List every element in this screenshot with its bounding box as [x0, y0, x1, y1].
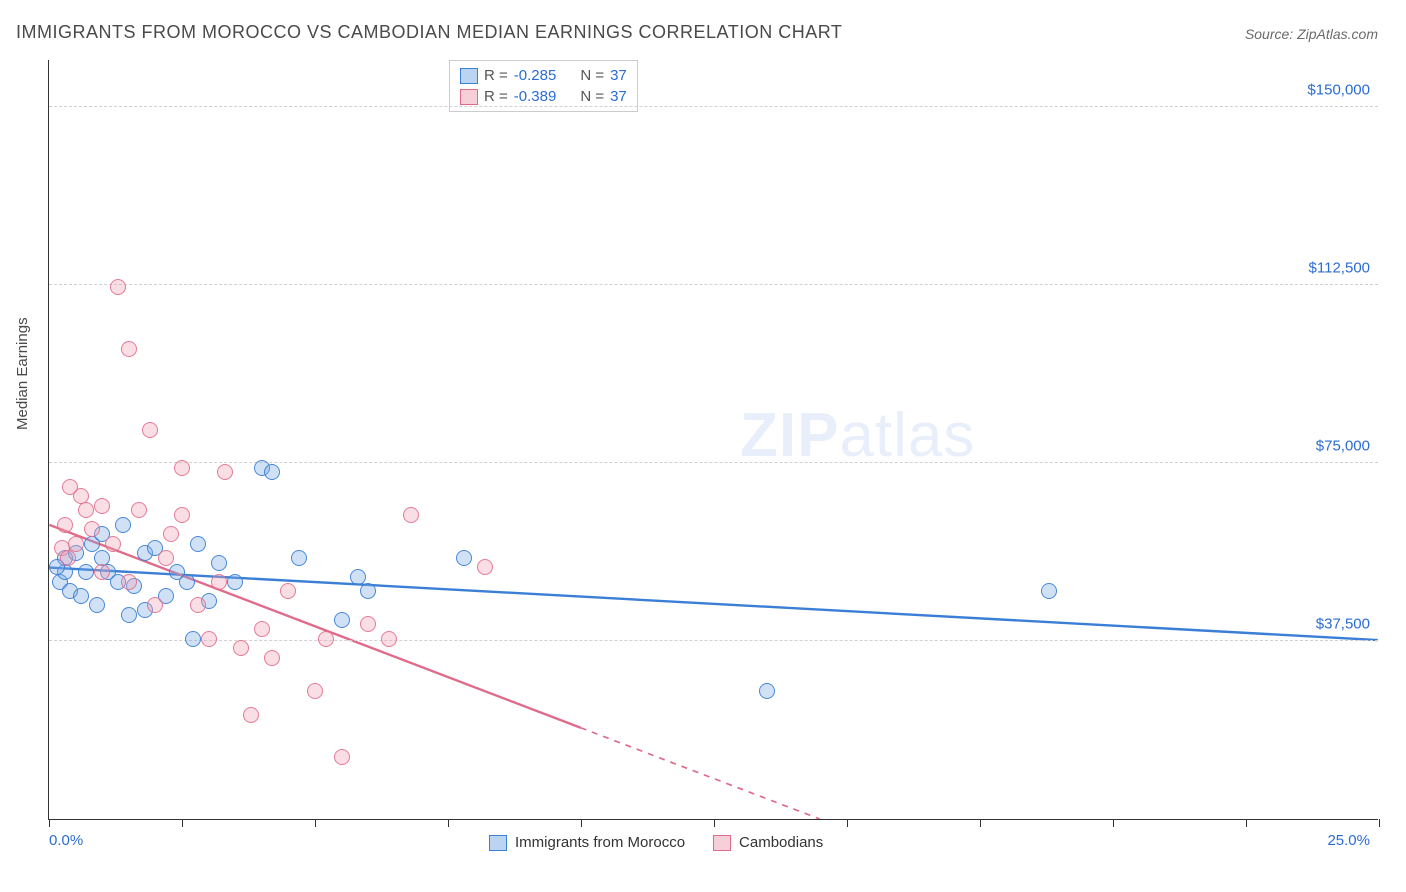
r-label: R = [484, 88, 508, 105]
legend-row-morocco: R = -0.285 N = 37 [460, 65, 627, 86]
data-point-cambodians [201, 631, 217, 647]
x-tick [315, 819, 316, 827]
data-point-cambodians [233, 640, 249, 656]
data-point-cambodians [190, 597, 206, 613]
y-tick-label: $112,500 [1309, 259, 1370, 276]
data-point-cambodians [280, 583, 296, 599]
trendlines [49, 60, 1378, 819]
swatch-blue-icon [460, 68, 478, 84]
data-point-cambodians [131, 502, 147, 518]
n-label: N = [580, 88, 604, 105]
data-point-cambodians [360, 616, 376, 632]
data-point-cambodians [105, 536, 121, 552]
data-point-cambodians [163, 526, 179, 542]
n-value-morocco: 37 [610, 67, 627, 84]
data-point-cambodians [142, 422, 158, 438]
data-point-cambodians [334, 749, 350, 765]
swatch-pink-icon [460, 89, 478, 105]
y-tick-label: $75,000 [1316, 437, 1370, 454]
gridline [49, 284, 1378, 285]
x-tick [714, 819, 715, 827]
x-tick [182, 819, 183, 827]
x-tick [980, 819, 981, 827]
x-axis-max-label: 25.0% [1327, 832, 1370, 849]
data-point-cambodians [158, 550, 174, 566]
data-point-morocco [291, 550, 307, 566]
swatch-pink-icon [713, 835, 731, 851]
data-point-cambodians [121, 574, 137, 590]
data-point-morocco [73, 588, 89, 604]
r-value-morocco: -0.285 [514, 67, 557, 84]
data-point-morocco [456, 550, 472, 566]
y-tick-label: $150,000 [1307, 81, 1370, 98]
data-point-morocco [1041, 583, 1057, 599]
data-point-cambodians [264, 650, 280, 666]
source-label: Source: ZipAtlas.com [1245, 26, 1378, 42]
x-tick [1113, 819, 1114, 827]
data-point-morocco [78, 564, 94, 580]
data-point-cambodians [403, 507, 419, 523]
r-label: R = [484, 67, 508, 84]
x-tick [1246, 819, 1247, 827]
legend-label-cambodians: Cambodians [739, 834, 823, 851]
x-tick [49, 819, 50, 827]
data-point-cambodians [78, 502, 94, 518]
legend-correlation: R = -0.285 N = 37 R = -0.389 N = 37 [449, 60, 638, 112]
data-point-morocco [227, 574, 243, 590]
data-point-cambodians [84, 521, 100, 537]
data-point-cambodians [477, 559, 493, 575]
legend-item-cambodians: Cambodians [713, 834, 823, 851]
y-axis-title: Median Earnings [14, 317, 31, 430]
n-value-cambodians: 37 [610, 88, 627, 105]
data-point-cambodians [174, 460, 190, 476]
x-axis-min-label: 0.0% [49, 832, 83, 849]
swatch-blue-icon [489, 835, 507, 851]
data-point-cambodians [217, 464, 233, 480]
data-point-morocco [360, 583, 376, 599]
y-tick-label: $37,500 [1316, 615, 1370, 632]
data-point-morocco [264, 464, 280, 480]
data-point-morocco [89, 597, 105, 613]
trendline-morocco [49, 568, 1377, 640]
data-point-morocco [115, 517, 131, 533]
data-point-cambodians [110, 279, 126, 295]
data-point-cambodians [381, 631, 397, 647]
data-point-morocco [121, 607, 137, 623]
data-point-cambodians [307, 683, 323, 699]
data-point-cambodians [211, 574, 227, 590]
legend-label-morocco: Immigrants from Morocco [515, 834, 685, 851]
trendline-dashed-cambodians [581, 728, 820, 819]
data-point-cambodians [94, 564, 110, 580]
x-tick [847, 819, 848, 827]
chart-title: IMMIGRANTS FROM MOROCCO VS CAMBODIAN MED… [16, 22, 842, 43]
legend-row-cambodians: R = -0.389 N = 37 [460, 86, 627, 107]
gridline [49, 640, 1378, 641]
x-tick [448, 819, 449, 827]
data-point-morocco [185, 631, 201, 647]
data-point-cambodians [174, 507, 190, 523]
data-point-cambodians [318, 631, 334, 647]
data-point-morocco [334, 612, 350, 628]
data-point-morocco [190, 536, 206, 552]
chart-area: R = -0.285 N = 37 R = -0.389 N = 37 0.0%… [48, 60, 1378, 820]
data-point-cambodians [243, 707, 259, 723]
data-point-cambodians [94, 498, 110, 514]
data-point-cambodians [254, 621, 270, 637]
x-tick [1379, 819, 1380, 827]
data-point-cambodians [60, 550, 76, 566]
legend-item-morocco: Immigrants from Morocco [489, 834, 685, 851]
data-point-morocco [759, 683, 775, 699]
n-label: N = [580, 67, 604, 84]
gridline [49, 106, 1378, 107]
x-tick [581, 819, 582, 827]
data-point-morocco [211, 555, 227, 571]
data-point-morocco [179, 574, 195, 590]
r-value-cambodians: -0.389 [514, 88, 557, 105]
data-point-cambodians [121, 341, 137, 357]
data-point-cambodians [57, 517, 73, 533]
data-point-morocco [350, 569, 366, 585]
data-point-cambodians [147, 597, 163, 613]
gridline [49, 462, 1378, 463]
legend-series: Immigrants from Morocco Cambodians [489, 834, 823, 851]
